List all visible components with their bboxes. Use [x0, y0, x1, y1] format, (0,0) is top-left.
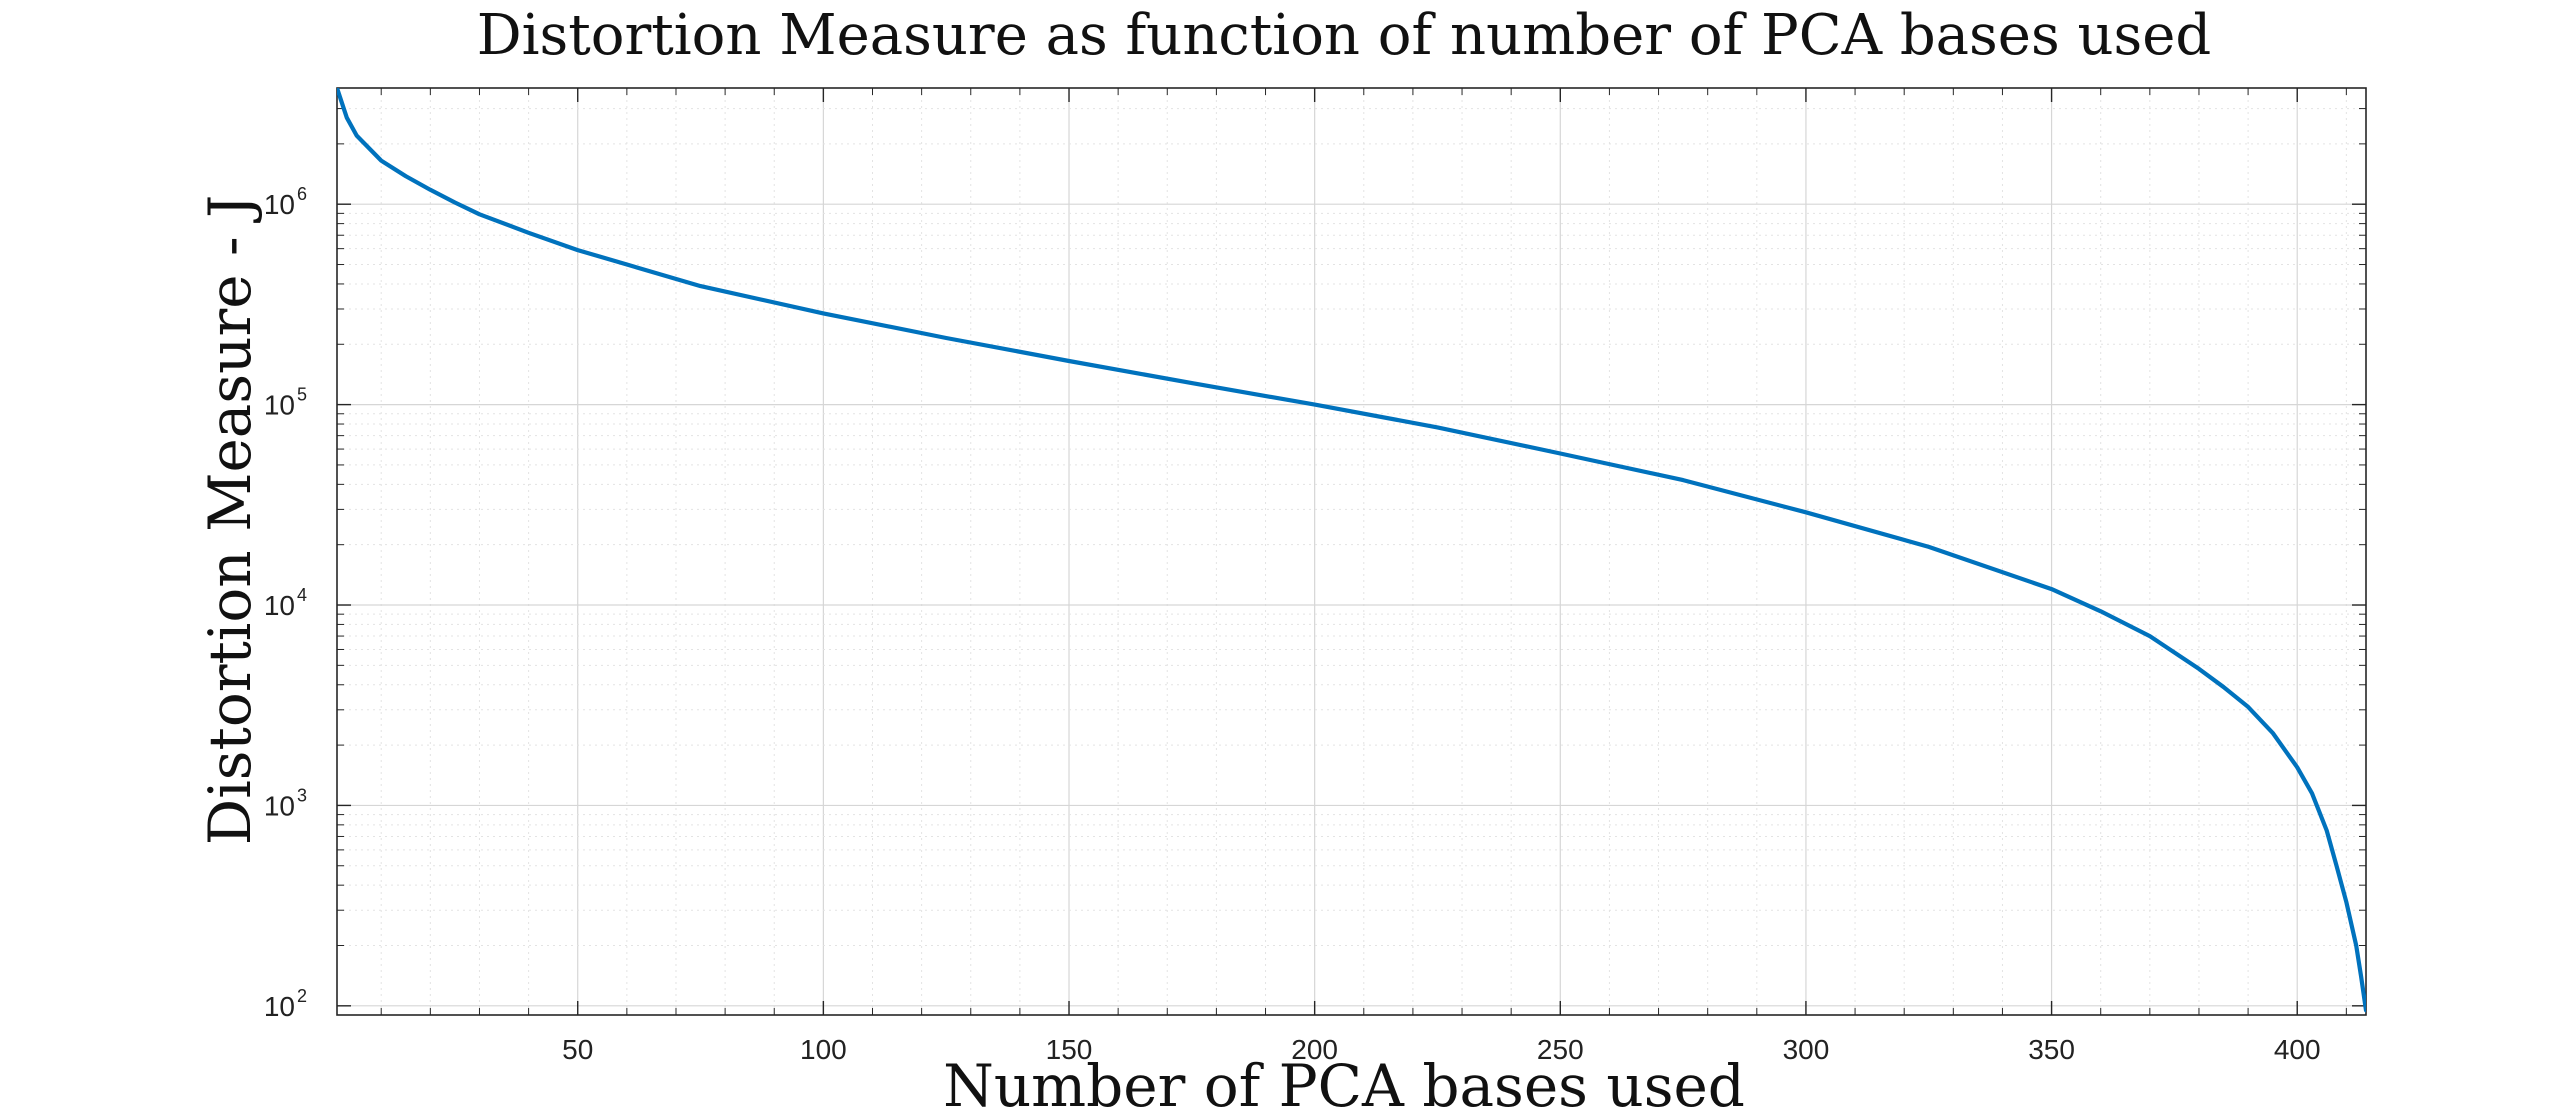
chart-title: Distortion Measure as function of number… [477, 3, 2212, 68]
y-tick-base: 10 [264, 790, 295, 821]
y-tick-base: 10 [264, 991, 295, 1022]
y-tick-base: 10 [264, 390, 295, 421]
y-tick-base: 10 [264, 189, 295, 220]
y-tick-exponent: 5 [297, 385, 307, 405]
x-tick-label: 300 [1783, 1034, 1830, 1065]
x-tick-label: 100 [800, 1034, 847, 1065]
x-axis-label: Number of PCA bases used [943, 1052, 1745, 1120]
series-line-1 [337, 88, 2366, 1013]
y-tick-exponent: 2 [297, 986, 307, 1006]
y-tick-base: 10 [264, 590, 295, 621]
y-tick-label: 10 3 [264, 785, 307, 821]
y-tick-label: 10 6 [264, 184, 307, 220]
y-tick-exponent: 6 [297, 184, 307, 204]
x-tick-label: 350 [2028, 1034, 2075, 1065]
y-tick-label: 10 2 [264, 986, 307, 1022]
x-tick-label: 50 [562, 1034, 593, 1065]
y-tick-exponent: 4 [297, 585, 307, 605]
axis-ticks [337, 88, 2366, 1016]
y-tick-exponent: 3 [297, 785, 307, 805]
y-tick-label: 10 5 [264, 385, 307, 421]
x-tick-label: 200 [1291, 1034, 1338, 1065]
plot-area-frame [336, 87, 2367, 1016]
x-tick-label: 150 [1046, 1034, 1093, 1065]
series-layer [337, 88, 2366, 1013]
y-axis-label: Distortion Measure - J [196, 195, 264, 846]
x-tick-label: 400 [2274, 1034, 2321, 1065]
x-tick-label: 250 [1537, 1034, 1584, 1065]
grid [337, 88, 2366, 1016]
y-tick-label: 10 4 [264, 585, 307, 621]
x-tick-labels: 50 100 150 200 250 300 350 400 [562, 1034, 2320, 1065]
